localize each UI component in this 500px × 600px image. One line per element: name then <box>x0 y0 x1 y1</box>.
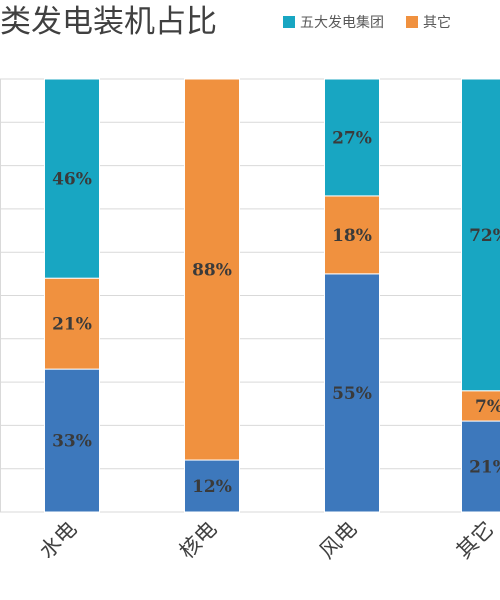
data-label-3-1: 46% <box>52 170 92 190</box>
bar-segment-1-4 <box>461 420 500 513</box>
bar-segment-2-2 <box>184 78 240 461</box>
bar-segment-3-4 <box>461 78 500 392</box>
legend-swatch-series-1 <box>283 16 295 28</box>
legend-item-series-2: 其它 <box>406 12 451 32</box>
bar-segment-3-1 <box>44 78 100 279</box>
bar-segment-1-1 <box>44 368 100 513</box>
legend-label-series-1: 五大发电集团 <box>300 15 384 31</box>
bar-segment-1-2 <box>184 459 240 513</box>
x-tick-label-3: 风电 <box>315 517 362 564</box>
chart-title: 类发电装机占比 <box>0 4 217 40</box>
chart-legend: 五大发电集团 其它 <box>283 12 473 32</box>
bar-segment-1-3 <box>324 273 380 513</box>
bar-segment-3-3 <box>324 78 380 197</box>
legend-swatch-series-2 <box>406 16 418 28</box>
data-label-1-2: 12% <box>192 477 232 497</box>
data-label-2-4: 7% <box>475 397 500 417</box>
data-label-2-1: 21% <box>52 315 92 335</box>
x-tick-label-2: 核电 <box>175 517 222 564</box>
x-tick-label-1: 水电 <box>35 517 82 564</box>
x-tick-label-4: 其它 <box>452 517 499 564</box>
bar-segment-2-3 <box>324 195 380 275</box>
data-label-1-3: 55% <box>332 384 372 404</box>
data-label-2-2: 88% <box>192 261 232 281</box>
data-label-3-4: 72% <box>469 226 500 246</box>
data-label-1-1: 33% <box>52 432 92 452</box>
data-label-2-3: 18% <box>332 226 372 246</box>
data-label-3-3: 27% <box>332 128 372 148</box>
legend-item-series-1: 五大发电集团 <box>283 12 384 32</box>
legend-label-series-2: 其它 <box>423 15 451 31</box>
bar-segment-2-1 <box>44 277 100 370</box>
data-label-1-4: 21% <box>469 458 500 478</box>
